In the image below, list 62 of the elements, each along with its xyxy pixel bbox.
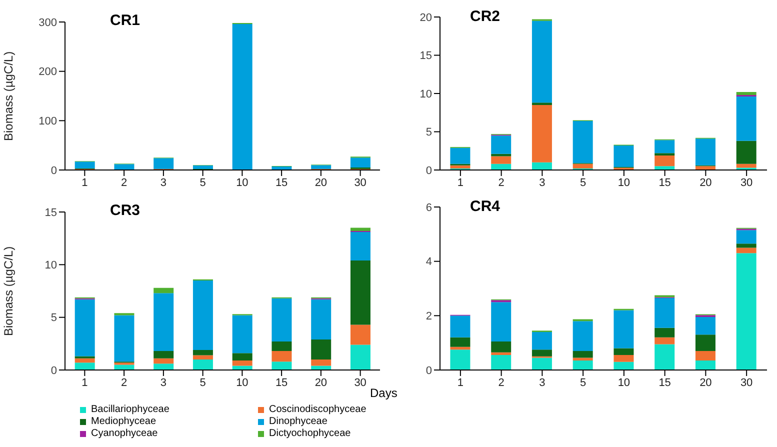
x-tick-label: 2: [498, 176, 504, 189]
y-tick-label: 100: [38, 116, 57, 128]
y-tick-label: 10: [44, 260, 57, 272]
y-axis-title: Biomass (µgC/L): [1, 246, 16, 336]
y-tick-label: 200: [38, 66, 57, 78]
y-tick-label: 2: [426, 310, 432, 323]
x-tick-label: 3: [539, 176, 546, 189]
x-tick-label: 2: [121, 376, 128, 389]
x-tick-label: 10: [618, 376, 630, 389]
legend-label: Bacillariophyceae: [91, 404, 170, 416]
y-tick-label: 5: [50, 312, 57, 324]
chart-title: CR1: [110, 12, 140, 29]
x-tick-label: 5: [200, 376, 206, 389]
x-tick-label: 1: [82, 176, 88, 189]
x-tick-label: 20: [700, 176, 712, 189]
y-tick-label: 15: [44, 206, 57, 219]
x-tick-label: 3: [539, 376, 546, 389]
x-tick-label: 20: [700, 376, 712, 389]
y-tick-label: 20: [420, 12, 432, 24]
x-tick-label: 20: [314, 176, 328, 189]
x-tick-label: 10: [236, 376, 248, 389]
y-tick-label: 10: [420, 88, 432, 100]
y-tick-label: 5: [426, 126, 432, 139]
y-tick-label: 4: [426, 256, 432, 268]
legend-label: Dinophyceae: [269, 416, 328, 428]
x-tick-label: 30: [354, 376, 366, 389]
x-tick-label: 5: [580, 376, 586, 389]
y-axis-title: Biomass (µgC/L): [1, 51, 16, 141]
x-tick-label: 1: [82, 376, 88, 389]
x-tick-label: 3: [160, 376, 166, 389]
y-tick-label: 15: [420, 50, 432, 62]
x-tick-label: 15: [275, 176, 288, 189]
legend-label: Mediophyceae: [91, 416, 156, 428]
x-tick-label: 1: [457, 376, 464, 389]
y-tick-label: 0: [50, 364, 57, 377]
x-tick-label: 20: [314, 376, 328, 389]
y-tick-label: 0: [426, 164, 432, 177]
legend-label: Coscinodiscophyceae: [269, 404, 366, 416]
x-tick-label: 5: [200, 176, 206, 189]
x-axis-title: Days: [370, 386, 398, 400]
legend-label: Dictyochophyceae: [269, 428, 351, 440]
x-tick-label: 30: [740, 376, 753, 389]
x-tick-label: 15: [658, 376, 671, 389]
x-tick-label: 3: [160, 176, 166, 189]
y-tick-label: 0: [50, 164, 57, 177]
y-tick-label: 300: [38, 16, 57, 29]
x-tick-label: 5: [580, 176, 586, 189]
x-tick-label: 2: [121, 176, 128, 189]
chart-title: CR3: [110, 202, 140, 219]
x-tick-label: 15: [275, 376, 288, 389]
y-tick-label: 6: [426, 202, 432, 214]
x-tick-label: 30: [740, 176, 753, 189]
x-tick-label: 15: [658, 176, 671, 189]
chart-title: CR2: [470, 8, 500, 25]
x-tick-label: 30: [354, 176, 366, 189]
x-tick-label: 10: [236, 176, 248, 189]
x-tick-label: 2: [498, 376, 504, 389]
chart-title: CR4: [470, 198, 500, 215]
legend-label: Cyanophyceae: [91, 428, 158, 440]
x-tick-label: 1: [457, 176, 464, 189]
x-tick-label: 10: [618, 176, 630, 189]
y-tick-label: 0: [426, 364, 432, 377]
